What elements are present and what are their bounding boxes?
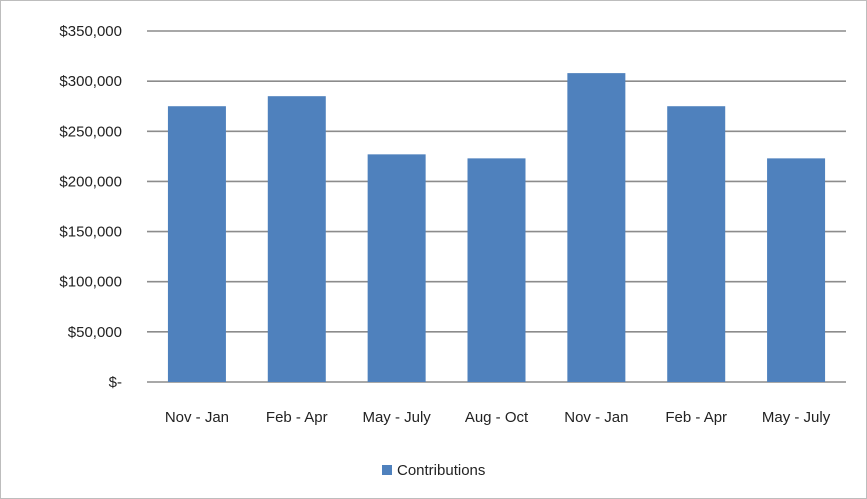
- legend: Contributions: [382, 462, 485, 479]
- y-tick-label: $-: [109, 374, 122, 391]
- legend-swatch-contributions: [382, 465, 392, 475]
- x-axis-ticks: Nov - Jan Feb - Apr May - July Aug - Oct Nov…: [165, 409, 831, 426]
- x-tick-label: Feb - Apr: [266, 409, 328, 426]
- legend-label-contributions: Contributions: [397, 462, 485, 479]
- x-tick-label: May - July: [362, 409, 431, 426]
- bar: [167, 106, 226, 382]
- bars: [167, 73, 826, 383]
- y-tick-label: $50,000: [68, 324, 122, 341]
- y-axis-ticks: $- $50,000 $100,000 $150,000 $200,000 $250,00…: [59, 23, 122, 391]
- y-tick-label: $200,000: [59, 173, 122, 190]
- bar: [667, 106, 726, 382]
- bar: [467, 158, 526, 382]
- bar: [767, 158, 826, 382]
- x-tick-label: Aug - Oct: [465, 409, 529, 426]
- x-tick-label: May - July: [762, 409, 831, 426]
- y-tick-label: $250,000: [59, 123, 122, 140]
- bar: [567, 73, 626, 383]
- x-tick-label: Nov - Jan: [564, 409, 628, 426]
- y-tick-label: $100,000: [59, 274, 122, 291]
- y-tick-label: $350,000: [59, 23, 122, 40]
- y-tick-label: $150,000: [59, 224, 122, 241]
- x-tick-label: Nov - Jan: [165, 409, 229, 426]
- y-tick-label: $300,000: [59, 73, 122, 90]
- bar: [367, 154, 426, 382]
- bar: [267, 96, 326, 382]
- x-tick-label: Feb - Apr: [665, 409, 727, 426]
